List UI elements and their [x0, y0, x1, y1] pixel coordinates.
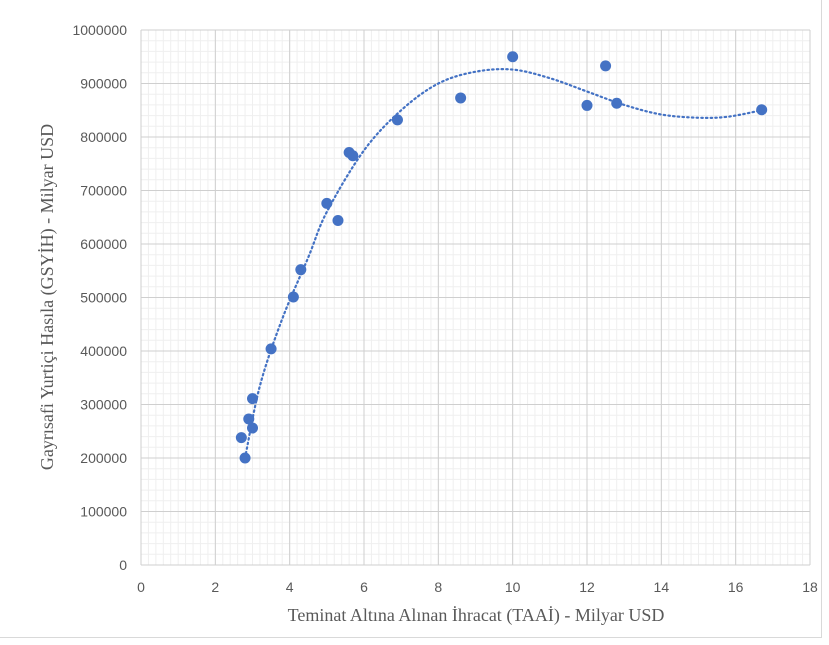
x-tick-label: 10	[505, 579, 521, 595]
y-tick-label: 900000	[80, 76, 127, 92]
x-tick-label: 6	[360, 579, 368, 595]
y-tick-label: 600000	[80, 236, 127, 252]
data-point	[321, 197, 333, 209]
data-point	[287, 291, 299, 303]
data-point	[391, 114, 403, 126]
data-point	[243, 413, 255, 425]
y-tick-label: 800000	[80, 129, 127, 145]
x-tick-label: 2	[211, 579, 219, 595]
y-axis-title: Gayrısafi Yurtiçi Hasıla (GSYİH) - Milya…	[37, 124, 58, 470]
x-tick-label: 16	[728, 579, 744, 595]
trendline	[243, 68, 763, 460]
data-point	[235, 432, 247, 444]
data-point	[295, 264, 307, 276]
x-tick-label: 12	[579, 579, 595, 595]
y-tick-label: 400000	[80, 343, 127, 359]
data-point	[347, 150, 359, 162]
data-points	[235, 51, 768, 464]
y-tick-label: 1000000	[72, 22, 127, 38]
data-point	[611, 97, 623, 109]
y-tick-label: 300000	[80, 397, 127, 413]
x-tick-label: 18	[802, 579, 818, 595]
data-point	[247, 393, 258, 405]
x-axis-title: Teminat Altına Alınan İhracat (TAAİ) - M…	[288, 605, 665, 626]
grid	[140, 29, 811, 566]
x-tick-label: 14	[654, 579, 670, 595]
y-tick-label: 200000	[80, 450, 127, 466]
data-point	[507, 51, 519, 63]
data-point	[756, 104, 768, 116]
x-tick-label: 0	[137, 579, 145, 595]
data-point	[581, 99, 593, 111]
x-tick-label: 4	[286, 579, 294, 595]
y-tick-label: 700000	[80, 183, 127, 199]
y-tick-label: 100000	[80, 504, 127, 520]
data-point	[332, 214, 344, 226]
data-point	[247, 422, 258, 434]
data-point	[600, 60, 612, 72]
trendline-layer	[243, 68, 763, 460]
y-tick-label: 0	[119, 557, 127, 573]
y-tick-label: 500000	[80, 290, 127, 306]
x-tick-label: 8	[434, 579, 442, 595]
tick-labels: 0 2 4 6 8 10 12 14 16 18 0 100000 200000 300000 400000…	[72, 22, 818, 595]
data-point	[239, 452, 251, 464]
data-point	[455, 92, 467, 104]
data-point	[265, 343, 277, 355]
